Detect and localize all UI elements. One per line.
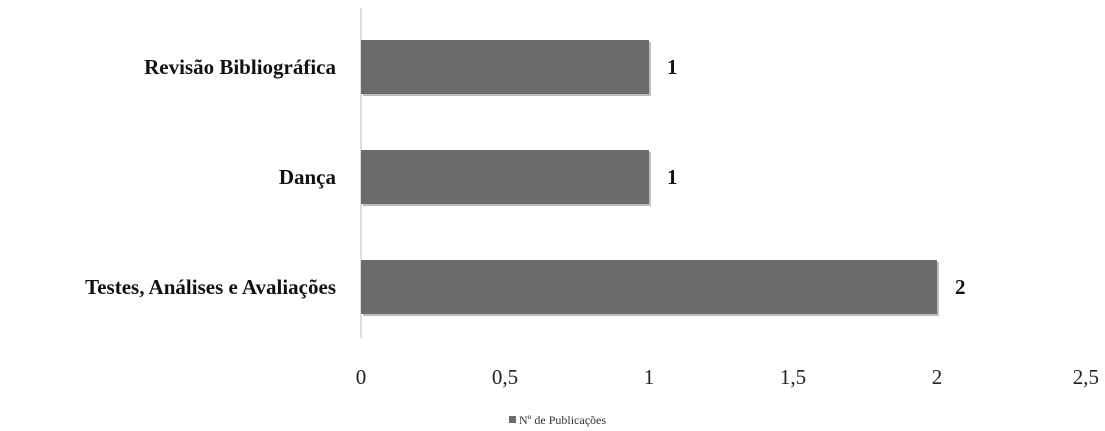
bar bbox=[361, 150, 649, 204]
data-label: 2 bbox=[955, 275, 966, 299]
x-tick-label: 0 bbox=[356, 365, 367, 389]
x-tick-label: 1,5 bbox=[780, 365, 806, 389]
data-label: 1 bbox=[667, 55, 678, 79]
bar bbox=[361, 260, 937, 314]
category-labels: Revisão Bibliográfica Dança Testes, Anális… bbox=[85, 55, 336, 299]
data-label: 1 bbox=[667, 165, 678, 189]
bars-group bbox=[361, 40, 939, 316]
bar bbox=[361, 40, 649, 94]
x-tick-label: 2,5 bbox=[1073, 365, 1099, 389]
legend: Nº de Publicações bbox=[509, 413, 606, 427]
x-tick-label: 0,5 bbox=[492, 365, 518, 389]
legend-label: Nº de Publicações bbox=[519, 413, 606, 427]
category-label: Revisão Bibliográfica bbox=[144, 55, 336, 79]
category-label: Testes, Análises e Avaliações bbox=[85, 275, 336, 299]
data-labels: 1 1 2 bbox=[667, 55, 966, 299]
legend-swatch bbox=[509, 416, 516, 423]
x-tick-label: 2 bbox=[932, 365, 943, 389]
x-tick-label: 1 bbox=[644, 365, 655, 389]
category-label: Dança bbox=[279, 165, 337, 189]
x-axis-tick-labels: 0 0,5 1 1,5 2 2,5 bbox=[356, 365, 1099, 389]
